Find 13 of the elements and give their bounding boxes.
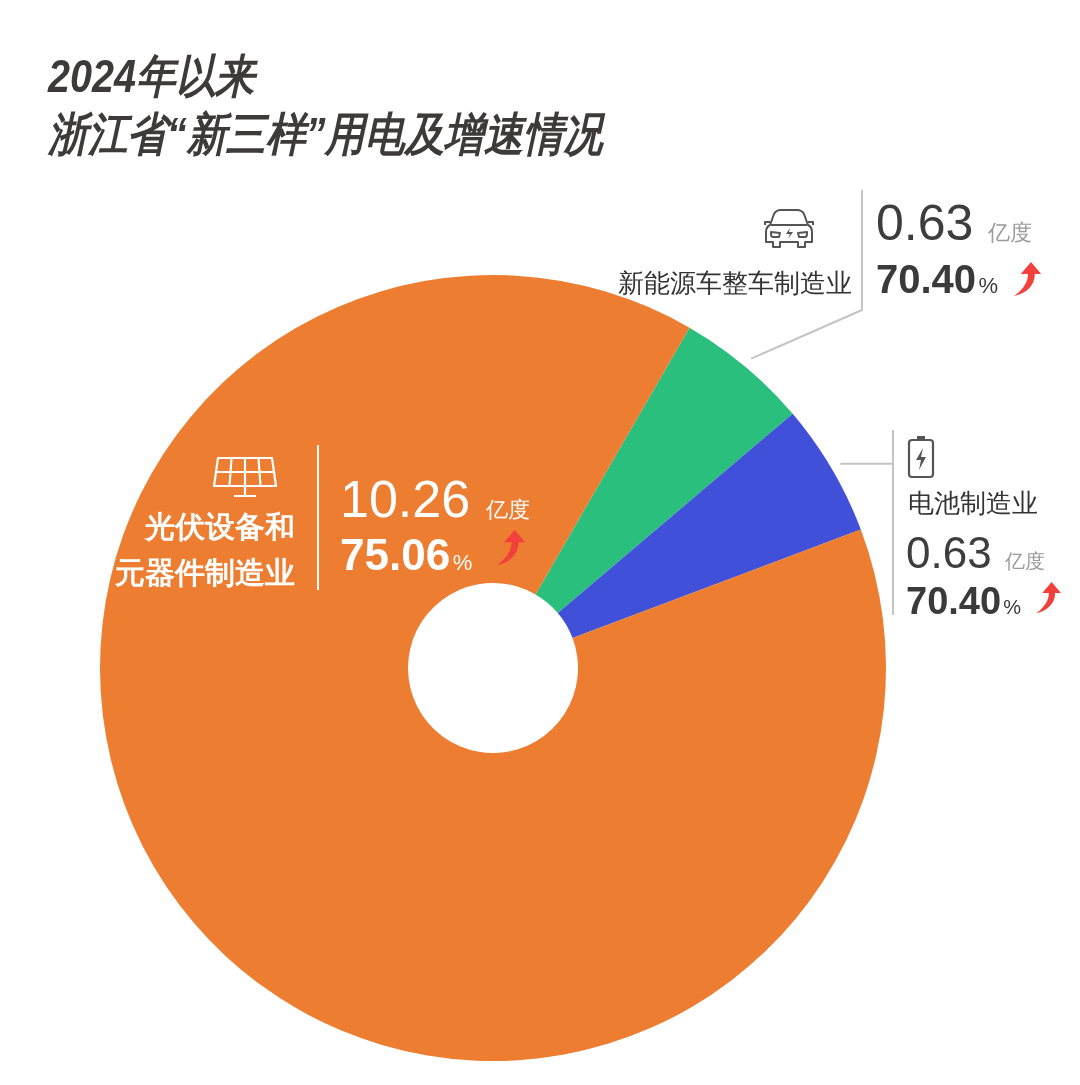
text: 75.06% xyxy=(340,530,473,579)
donut-slice xyxy=(535,327,793,614)
text: 70.40% xyxy=(906,580,1022,622)
donut-slice xyxy=(557,413,861,639)
data-label: 10.26 亿度 xyxy=(340,470,530,528)
chart-subtitle: 浙江省“新三样”用电及增速情况 xyxy=(47,108,606,160)
data-label: 0.63 亿度 xyxy=(906,528,1046,577)
slice-label: 光伏设备和元器件制造业 xyxy=(114,510,295,589)
chart-title: 2024年以来 xyxy=(47,50,259,102)
slice-label: 新能源车整车制造业 xyxy=(618,268,852,298)
data-label: 0.63 亿度 xyxy=(876,195,1033,251)
text: 70.40% xyxy=(876,257,999,301)
slice-label: 电池制造业 xyxy=(908,488,1038,518)
